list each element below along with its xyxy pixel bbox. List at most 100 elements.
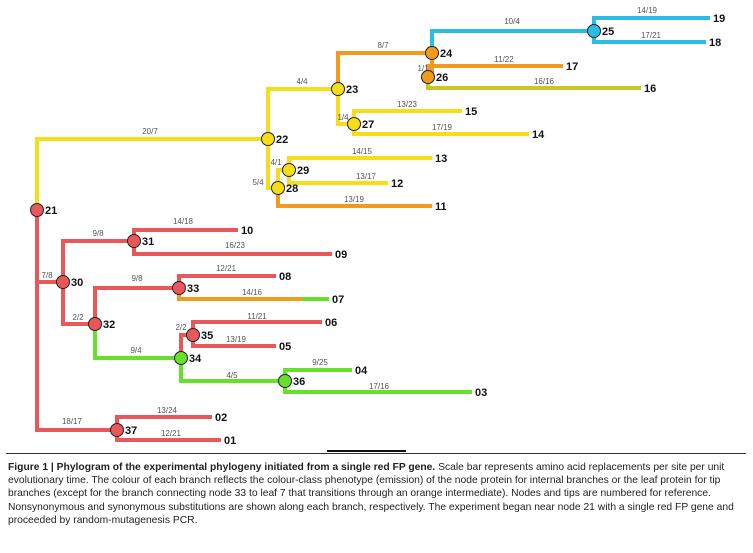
- branch-labels: 10/4 14/19 17/21 8/7 1/1 11/22 16/16 4/4 13/23 1/…: [41, 6, 661, 438]
- leaf-label-11: 11: [435, 201, 447, 213]
- node-32-label: 32: [103, 319, 115, 331]
- substitution-label: 1/4: [337, 113, 349, 122]
- branches: [35, 16, 710, 442]
- node-29-label: 29: [297, 165, 309, 177]
- node-31-marker: [127, 234, 141, 248]
- branch-30-to-31: [61, 239, 134, 282]
- branch-24-to-25: [430, 29, 594, 53]
- leaf-label-06: 06: [325, 317, 337, 329]
- substitution-label: 1/1: [417, 64, 429, 73]
- substitution-label: 8/7: [377, 41, 389, 50]
- substitution-label: 9/8: [92, 229, 104, 238]
- substitution-label: 5/4: [252, 178, 264, 187]
- node-22-label: 22: [276, 134, 288, 146]
- leaf-label-15: 15: [465, 106, 477, 118]
- substitution-label: 14/19: [637, 6, 658, 15]
- branch-32-to-33: [93, 286, 179, 324]
- substitution-label: 17/16: [369, 382, 390, 391]
- node-28-marker: [271, 181, 285, 195]
- node-24-marker: [425, 46, 439, 60]
- node-32-marker: [88, 317, 102, 331]
- leaf-label-10: 10: [241, 225, 253, 237]
- figure-label: Figure 1 |: [8, 462, 54, 473]
- substitution-label: 13/24: [157, 406, 178, 415]
- node-30-marker: [56, 275, 70, 289]
- branch-32-to-34: [93, 324, 181, 360]
- substitution-label: 11/21: [247, 312, 267, 321]
- leaf-label-09: 09: [335, 249, 347, 261]
- node-31-label: 31: [142, 236, 154, 248]
- node-25-label: 25: [602, 26, 614, 38]
- node-35-label: 35: [201, 330, 213, 342]
- substitution-label: 12/21: [216, 264, 237, 273]
- substitution-label: 9/25: [312, 358, 328, 367]
- substitution-label: 20/7: [142, 127, 158, 136]
- substitution-label: 13/17: [356, 172, 377, 181]
- node-34-marker: [174, 351, 188, 365]
- leaf-label-12: 12: [391, 178, 403, 190]
- caption-body: Scale bar represents amino acid replacem…: [8, 462, 734, 526]
- node-27-label: 27: [362, 119, 374, 131]
- substitution-label: 13/23: [397, 100, 418, 109]
- branch-34-to-36: [179, 358, 285, 383]
- node-29-marker: [282, 163, 296, 177]
- node-35-marker: [186, 328, 200, 342]
- substitution-label: 2/2: [72, 313, 84, 322]
- leaf-labels: 19 18 17 16 15 14 13 12 11 10 09 08 07 06 05 04 03 02 01: [215, 13, 725, 447]
- leaf-label-02: 02: [215, 412, 227, 424]
- substitution-label: 18/17: [62, 417, 83, 426]
- node-23-marker: [331, 82, 345, 96]
- scale-bar: 0.03: [327, 450, 406, 452]
- leaf-label-14: 14: [532, 129, 545, 141]
- node-28-label: 28: [286, 183, 298, 195]
- substitution-label: 4/4: [296, 77, 308, 86]
- leaf-label-03: 03: [475, 387, 487, 399]
- figure-caption: Figure 1 | Phylogram of the experimental…: [8, 461, 746, 527]
- node-36-label: 36: [293, 376, 305, 388]
- phylogram: 10/4 14/19 17/21 8/7 1/1 11/22 16/16 4/4 13/23 1/…: [30, 6, 725, 452]
- leaf-label-07: 07: [332, 294, 344, 306]
- substitution-label: 14/16: [242, 288, 263, 297]
- node-33-label: 33: [187, 283, 199, 295]
- node-33-marker: [172, 281, 186, 295]
- node-21-marker: [30, 203, 44, 217]
- branch-26-to-17: [426, 64, 563, 77]
- substitution-label: 17/19: [432, 123, 453, 132]
- node-22-marker: [261, 132, 275, 146]
- node-36-marker: [278, 374, 292, 388]
- node-37-label: 37: [125, 425, 137, 437]
- substitution-label: 9/4: [130, 346, 142, 355]
- substitution-label: 16/16: [534, 77, 555, 86]
- substitution-label: 9/8: [131, 274, 143, 283]
- leaf-label-16: 16: [644, 83, 656, 95]
- leaf-label-05: 05: [279, 341, 291, 353]
- node-23-label: 23: [346, 84, 358, 96]
- node-26-label: 26: [436, 72, 448, 84]
- leaf-label-08: 08: [279, 271, 291, 283]
- node-34-label: 34: [189, 353, 202, 365]
- substitution-label: 14/15: [352, 147, 373, 156]
- branch-30-to-32: [61, 282, 95, 326]
- substitution-label: 4/1: [270, 158, 282, 167]
- node-21-label: 21: [45, 205, 57, 217]
- substitution-label: 4/5: [226, 371, 238, 380]
- caption-divider: [6, 453, 746, 454]
- node-37-marker: [110, 423, 124, 437]
- internal-nodes: 21 22 23 24 25 26 27 28 29 30 31 32 33 34 35 36 37: [30, 24, 614, 437]
- leaf-label-17: 17: [566, 61, 578, 73]
- leaf-label-13: 13: [435, 153, 447, 165]
- substitution-label: 14/18: [173, 217, 194, 226]
- leaf-label-01: 01: [224, 435, 236, 447]
- substitution-label: 16/23: [225, 241, 246, 250]
- node-25-marker: [587, 24, 601, 38]
- branch-23-to-24: [336, 51, 432, 89]
- leaf-label-04: 04: [355, 365, 368, 377]
- substitution-label: 13/19: [226, 335, 247, 344]
- node-24-label: 24: [440, 48, 453, 60]
- leaf-label-18: 18: [709, 37, 721, 49]
- substitution-label: 13/19: [344, 195, 365, 204]
- leaf-label-19: 19: [713, 13, 725, 25]
- substitution-label: 11/22: [494, 55, 514, 64]
- substitution-label: 2/2: [175, 323, 187, 332]
- node-27-marker: [347, 117, 361, 131]
